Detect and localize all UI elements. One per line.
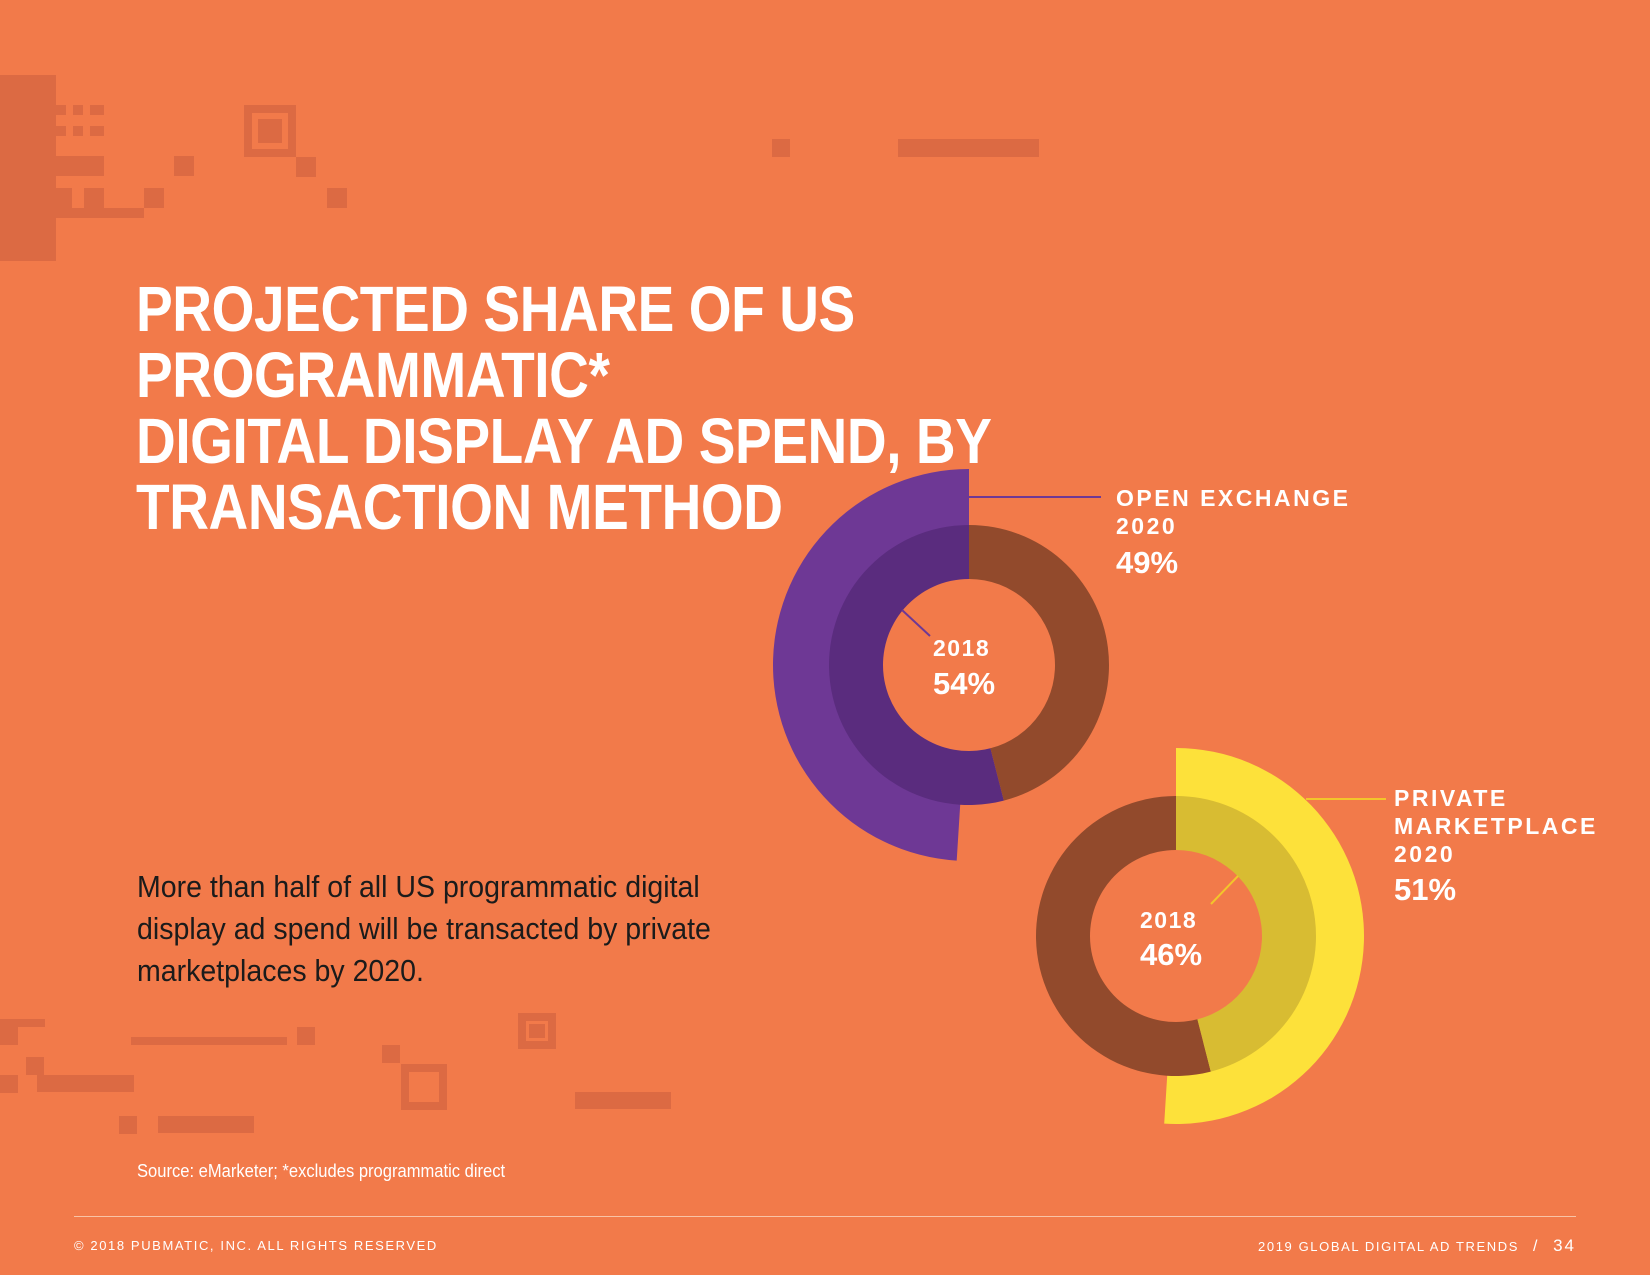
private-marketplace-2018-year: 2018 bbox=[1140, 907, 1197, 933]
private-marketplace-2018-slice bbox=[1176, 796, 1317, 1072]
decor-block bbox=[73, 126, 83, 136]
footer-divider bbox=[74, 1216, 1576, 1217]
report-title: 2019 GLOBAL DIGITAL AD TRENDS bbox=[1258, 1239, 1520, 1254]
open-exchange-2018-slice bbox=[828, 525, 1004, 805]
copyright-text: © 2018 PUBMATIC, INC. ALL RIGHTS RESERVE… bbox=[74, 1238, 438, 1253]
private-marketplace-2018-value: 46% bbox=[1140, 937, 1202, 972]
decor-block bbox=[119, 1116, 137, 1134]
decor-block bbox=[296, 157, 316, 177]
decor-block bbox=[772, 139, 790, 157]
decor-ring bbox=[401, 1064, 447, 1110]
source-note: Source: eMarketer; *excludes programmati… bbox=[137, 1161, 506, 1181]
private-marketplace-label-line2: MARKETPLACE bbox=[1394, 813, 1598, 839]
page-number: 34 bbox=[1553, 1236, 1576, 1255]
footer-right: 2019 GLOBAL DIGITAL AD TRENDS / 34 bbox=[1258, 1236, 1576, 1256]
private-marketplace-chart: PRIVATE MARKETPLACE 2020 51% 2018 46% bbox=[1036, 748, 1598, 1124]
open-exchange-label: OPEN EXCHANGE bbox=[1116, 485, 1350, 511]
decor-block bbox=[174, 156, 194, 176]
decor-block bbox=[0, 1019, 45, 1027]
decor-block bbox=[297, 1027, 315, 1045]
private-marketplace-2020-value: 51% bbox=[1394, 872, 1456, 907]
decor-block bbox=[73, 105, 83, 115]
title-line: TRANSACTION METHOD bbox=[136, 471, 783, 543]
decor-block bbox=[144, 188, 164, 208]
decor-block bbox=[898, 139, 1039, 157]
decor-block bbox=[327, 188, 347, 208]
private-marketplace-2018-remainder-slice bbox=[1036, 796, 1211, 1076]
decor-block bbox=[56, 188, 72, 208]
open-exchange-2018-year: 2018 bbox=[933, 635, 990, 661]
decor-block bbox=[84, 188, 104, 208]
page-title: PROJECTED SHARE OF US PROGRAMMATIC* DIGI… bbox=[136, 276, 1237, 540]
decor-ring bbox=[518, 1013, 556, 1049]
decor-block bbox=[37, 1075, 134, 1092]
decor-ring bbox=[244, 105, 296, 157]
decor-block bbox=[0, 75, 56, 261]
open-exchange-2020-slice bbox=[772, 469, 969, 861]
private-marketplace-year-label: 2020 bbox=[1394, 841, 1455, 867]
open-exchange-chart: OPEN EXCHANGE 2020 49% 2018 54% bbox=[772, 469, 1350, 861]
private-marketplace-2020-slice bbox=[1164, 748, 1365, 1124]
decor-block bbox=[529, 1024, 545, 1038]
open-exchange-2020-value: 49% bbox=[1116, 545, 1178, 580]
decor-block bbox=[26, 1057, 44, 1075]
decor-block bbox=[0, 1027, 18, 1045]
decor-block bbox=[131, 1037, 287, 1045]
decor-block bbox=[56, 208, 144, 218]
title-line: DIGITAL DISPLAY AD SPEND, BY bbox=[136, 405, 992, 477]
footer-separator: / bbox=[1533, 1238, 1540, 1255]
open-exchange-2018-leader-line bbox=[901, 609, 931, 637]
decor-block bbox=[90, 105, 104, 115]
open-exchange-2018-value: 54% bbox=[933, 666, 995, 701]
decor-block bbox=[56, 156, 104, 176]
private-marketplace-label: PRIVATE bbox=[1394, 785, 1508, 811]
decor-block bbox=[258, 119, 282, 143]
decor-block bbox=[0, 1075, 18, 1093]
decor-block bbox=[382, 1045, 400, 1063]
summary-text: More than half of all US programmatic di… bbox=[137, 869, 711, 988]
decor-block bbox=[90, 126, 104, 136]
decor-block bbox=[56, 126, 66, 136]
open-exchange-2018-remainder-slice bbox=[969, 525, 1109, 801]
decor-block bbox=[56, 105, 66, 115]
title-line: PROJECTED SHARE OF US PROGRAMMATIC* bbox=[136, 273, 855, 411]
open-exchange-year-label: 2020 bbox=[1116, 513, 1177, 539]
private-marketplace-2018-leader-line bbox=[1210, 875, 1239, 905]
decor-block bbox=[158, 1116, 254, 1133]
decor-block bbox=[575, 1092, 671, 1109]
